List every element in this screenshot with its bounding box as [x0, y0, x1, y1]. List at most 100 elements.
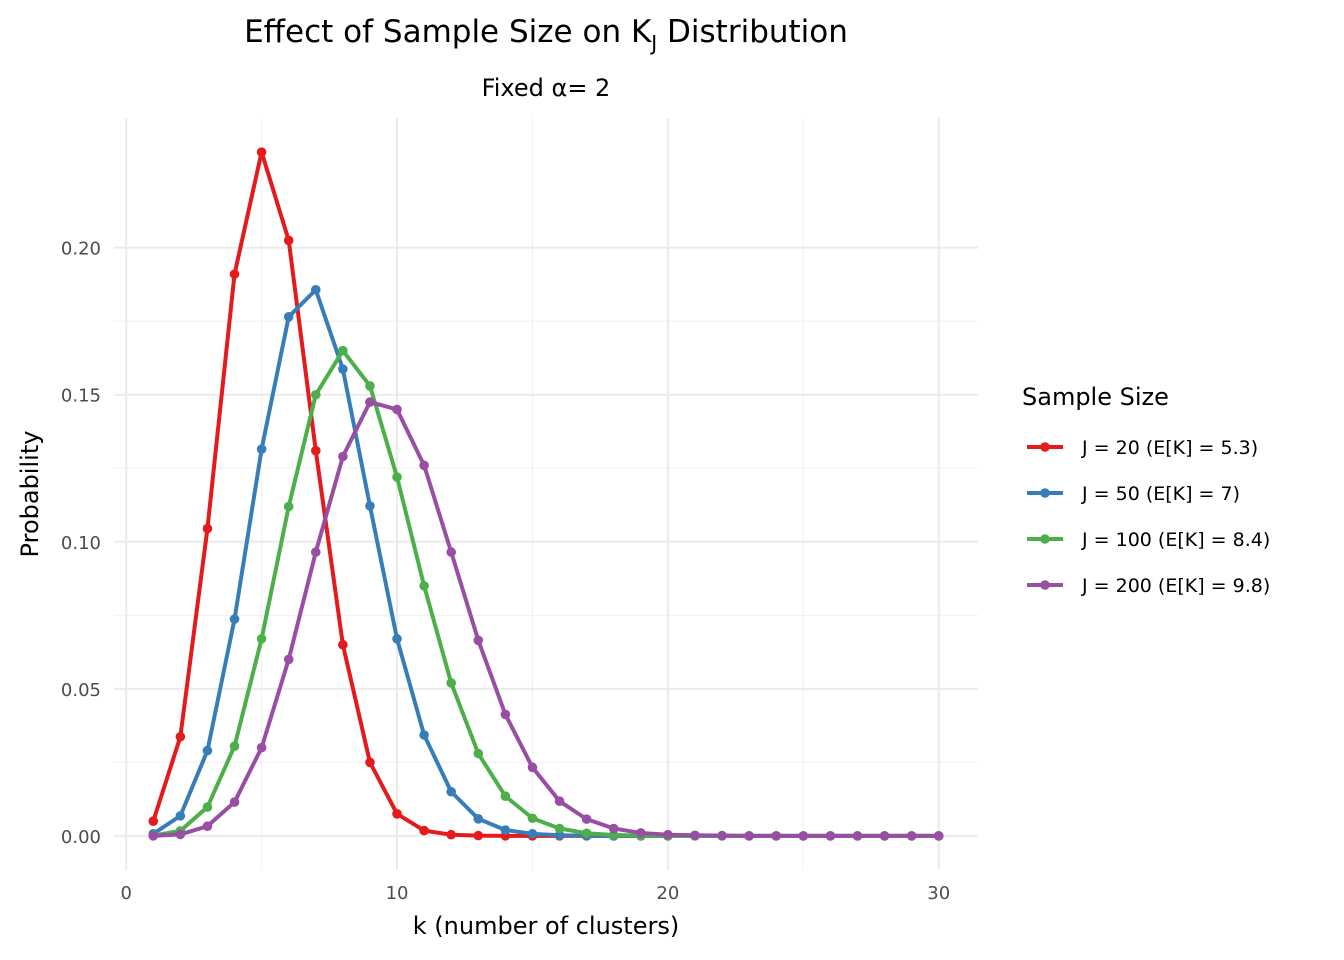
data-point — [608, 823, 619, 834]
data-point — [852, 831, 863, 841]
data-point — [717, 830, 727, 841]
data-point — [310, 445, 321, 456]
legend-label: J = 200 (E[K] = 9.8) — [1081, 575, 1270, 597]
data-point — [581, 828, 592, 839]
data-point — [527, 813, 538, 824]
data-point — [175, 829, 186, 840]
data-point — [310, 547, 321, 557]
data-point — [419, 730, 429, 740]
data-point — [256, 634, 267, 644]
x-tick-label: 30 — [927, 883, 950, 904]
data-point — [229, 741, 240, 751]
data-point — [771, 831, 782, 841]
legend-dot — [1040, 488, 1050, 498]
legend-dot — [1040, 534, 1050, 544]
data-point — [202, 821, 213, 831]
chart-title: Effect of Sample Size on KJ Distribution — [244, 14, 848, 55]
title-part: Distribution — [657, 14, 848, 50]
data-point — [473, 814, 484, 824]
data-point — [419, 581, 429, 591]
data-point — [148, 831, 159, 841]
data-point — [338, 364, 348, 374]
data-point — [365, 381, 375, 391]
data-point — [825, 831, 836, 841]
legend-label: J = 20 (E[K] = 5.3) — [1081, 437, 1258, 459]
data-point — [338, 345, 348, 356]
data-point — [202, 802, 213, 812]
y-tick-label: 0.20 — [61, 239, 101, 260]
data-point — [229, 797, 240, 807]
data-point — [175, 811, 186, 821]
data-point — [419, 825, 429, 836]
y-axis-title: Probability — [16, 431, 44, 558]
data-point — [256, 742, 267, 753]
data-point — [202, 523, 213, 534]
data-point — [310, 389, 321, 400]
data-point — [338, 639, 348, 650]
data-point — [933, 831, 944, 841]
grid: 0 10 20 30 0.00 0.05 0.10 0.15 0.20 — [61, 118, 978, 904]
x-axis-title: k (number of clusters) — [413, 912, 679, 940]
legend-dot — [1040, 580, 1050, 590]
data-point — [744, 831, 754, 841]
series-line — [151, 150, 668, 838]
data-point — [283, 654, 294, 665]
data-point — [879, 831, 890, 841]
legend-label: J = 50 (E[K] = 7) — [1081, 483, 1240, 505]
data-point — [554, 823, 565, 834]
data-point — [256, 444, 267, 454]
data-point — [283, 312, 294, 322]
x-tick-label: 0 — [120, 883, 131, 904]
data-point — [446, 678, 457, 688]
y-tick-label: 0.15 — [61, 386, 101, 407]
y-tick-label: 0.10 — [61, 533, 101, 554]
data-point — [392, 809, 402, 819]
chart-subtitle: Fixed α= 2 — [482, 74, 611, 102]
x-tick-label: 20 — [656, 883, 679, 904]
data-point — [365, 501, 375, 511]
data-point — [229, 614, 240, 624]
data-point — [446, 829, 457, 840]
data-point — [392, 404, 402, 415]
data-point — [527, 762, 538, 773]
plot — [148, 147, 944, 841]
data-point — [500, 709, 511, 720]
data-point — [310, 284, 321, 295]
data-point — [338, 451, 348, 462]
data-point — [581, 814, 592, 824]
title-subscript: J — [649, 31, 657, 55]
data-point — [283, 235, 294, 246]
series-line — [153, 400, 939, 838]
data-point — [663, 829, 673, 840]
data-point — [554, 796, 565, 806]
x-tick-label: 10 — [386, 883, 409, 904]
data-point — [392, 472, 402, 482]
legend-dot — [1040, 442, 1050, 452]
data-point — [798, 831, 809, 841]
data-point — [175, 731, 186, 742]
data-point — [500, 791, 511, 801]
data-point — [256, 147, 267, 157]
legend: J = 20 (E[K] = 5.3) J = 50 (E[K] = 7) J = … — [1027, 437, 1270, 597]
data-point — [690, 830, 700, 841]
data-point — [446, 547, 457, 557]
data-point — [473, 830, 484, 841]
data-point — [148, 816, 159, 826]
data-point — [473, 748, 484, 759]
data-point — [229, 269, 240, 279]
data-point — [365, 757, 375, 768]
data-point — [500, 825, 511, 835]
data-point — [365, 397, 375, 407]
data-point — [635, 828, 646, 838]
title-part: Effect of Sample Size on K — [244, 14, 652, 50]
legend-title: Sample Size — [1022, 383, 1169, 411]
data-point — [392, 634, 402, 644]
data-point — [527, 829, 538, 839]
legend-label: J = 100 (E[K] = 8.4) — [1081, 529, 1270, 551]
data-point — [283, 501, 294, 512]
data-point — [906, 831, 917, 841]
data-point — [202, 745, 213, 756]
y-tick-label: 0.05 — [61, 680, 101, 701]
series-line — [152, 287, 939, 838]
